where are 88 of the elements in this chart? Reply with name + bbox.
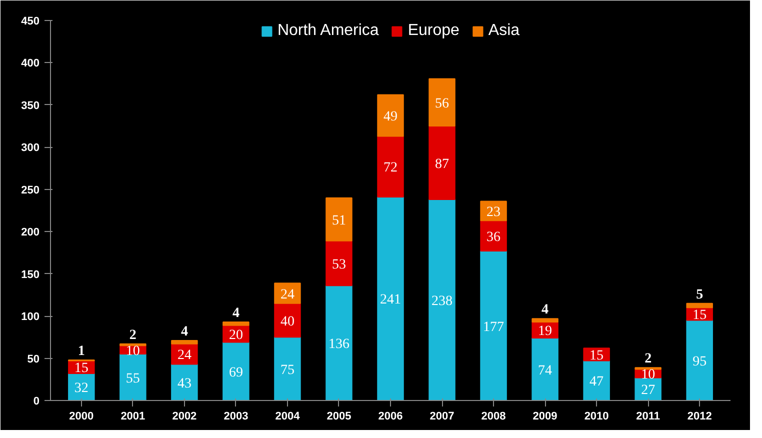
bar xyxy=(274,336,301,400)
bar xyxy=(532,338,558,400)
data-label: 136 xyxy=(328,337,350,352)
data-label: 4 xyxy=(180,324,188,340)
data-label: 4 xyxy=(542,302,549,318)
data-label: 72 xyxy=(384,160,398,176)
data-label: 56 xyxy=(435,96,450,112)
y-tick-label: 400 xyxy=(21,58,40,70)
data-label: 24 xyxy=(280,287,294,302)
data-label: 51 xyxy=(332,213,346,228)
x-tick-label: 2011 xyxy=(636,410,660,422)
data-label: 15 xyxy=(74,361,88,376)
bar xyxy=(428,199,456,400)
x-tick-label: 2007 xyxy=(430,410,454,422)
bar xyxy=(583,348,610,362)
data-label: 4 xyxy=(232,306,240,321)
bar xyxy=(480,200,507,222)
data-label: 69 xyxy=(228,365,243,380)
bar xyxy=(686,302,713,308)
bar xyxy=(428,78,456,127)
x-tick-label: 2008 xyxy=(481,410,506,422)
data-label: 47 xyxy=(590,374,604,390)
bar xyxy=(222,342,250,400)
data-label: 1 xyxy=(78,344,85,359)
data-label: 27 xyxy=(641,383,656,398)
bar xyxy=(583,360,610,400)
data-label: 19 xyxy=(538,324,552,339)
y-tick-label: 200 xyxy=(21,226,40,239)
data-label: 241 xyxy=(380,292,401,308)
bar xyxy=(326,197,352,242)
data-label: 5 xyxy=(696,287,704,302)
data-label: 40 xyxy=(280,314,294,330)
x-tick-label: 2005 xyxy=(326,410,352,422)
data-label: 2 xyxy=(644,352,652,366)
bar xyxy=(326,240,352,286)
data-label: 2 xyxy=(129,328,136,343)
legend-label: Europe xyxy=(408,22,460,40)
y-tick-label: 250 xyxy=(21,184,40,196)
data-label: 75 xyxy=(280,362,294,378)
legend-label: Asia xyxy=(488,22,520,40)
data-label: 20 xyxy=(228,328,243,343)
bar xyxy=(480,220,507,252)
x-tick-label: 2006 xyxy=(378,410,403,422)
bar xyxy=(532,318,558,322)
data-label: 95 xyxy=(692,354,707,370)
y-tick-label: 100 xyxy=(21,311,40,324)
bar xyxy=(274,302,301,338)
bar xyxy=(120,354,146,400)
bar xyxy=(171,340,198,344)
y-tick-label: 350 xyxy=(21,100,40,112)
data-label: 49 xyxy=(384,110,398,124)
x-tick-label: 2001 xyxy=(120,410,146,422)
x-tick-label: 2002 xyxy=(172,410,197,422)
y-tick-label: 150 xyxy=(21,268,40,281)
bar xyxy=(377,94,404,137)
bar xyxy=(377,136,404,198)
bar xyxy=(686,320,713,400)
bar xyxy=(222,321,250,326)
x-tick-label: 2004 xyxy=(275,410,301,422)
data-label: 15 xyxy=(590,348,604,364)
x-tick-label: 2000 xyxy=(69,410,94,422)
data-label: 74 xyxy=(538,363,552,378)
data-label: 36 xyxy=(486,230,501,245)
bar xyxy=(326,285,352,400)
data-label: 15 xyxy=(692,308,707,323)
x-tick-label: 2009 xyxy=(532,410,558,422)
data-label: 87 xyxy=(435,156,450,172)
bar xyxy=(171,364,198,400)
data-label: 24 xyxy=(177,348,192,364)
x-tick-label: 2003 xyxy=(224,410,248,422)
bar xyxy=(274,282,301,304)
data-label: 43 xyxy=(177,376,192,392)
y-tick-label: 50 xyxy=(27,353,40,366)
y-tick-label: 300 xyxy=(21,142,40,154)
bar xyxy=(377,196,404,400)
x-tick-label: 2012 xyxy=(687,410,712,422)
data-label: 32 xyxy=(74,380,88,396)
y-tick-label: 450 xyxy=(21,16,40,28)
data-label: 53 xyxy=(332,257,346,272)
data-label: 55 xyxy=(126,371,140,386)
data-label: 23 xyxy=(486,204,501,220)
legend-label: North America xyxy=(277,22,379,40)
data-label: 238 xyxy=(432,294,453,310)
x-tick-label: 2010 xyxy=(584,410,609,422)
data-label: 177 xyxy=(483,320,504,335)
bar xyxy=(480,250,507,400)
bar xyxy=(428,126,456,200)
y-tick-label: 0 xyxy=(33,396,40,408)
